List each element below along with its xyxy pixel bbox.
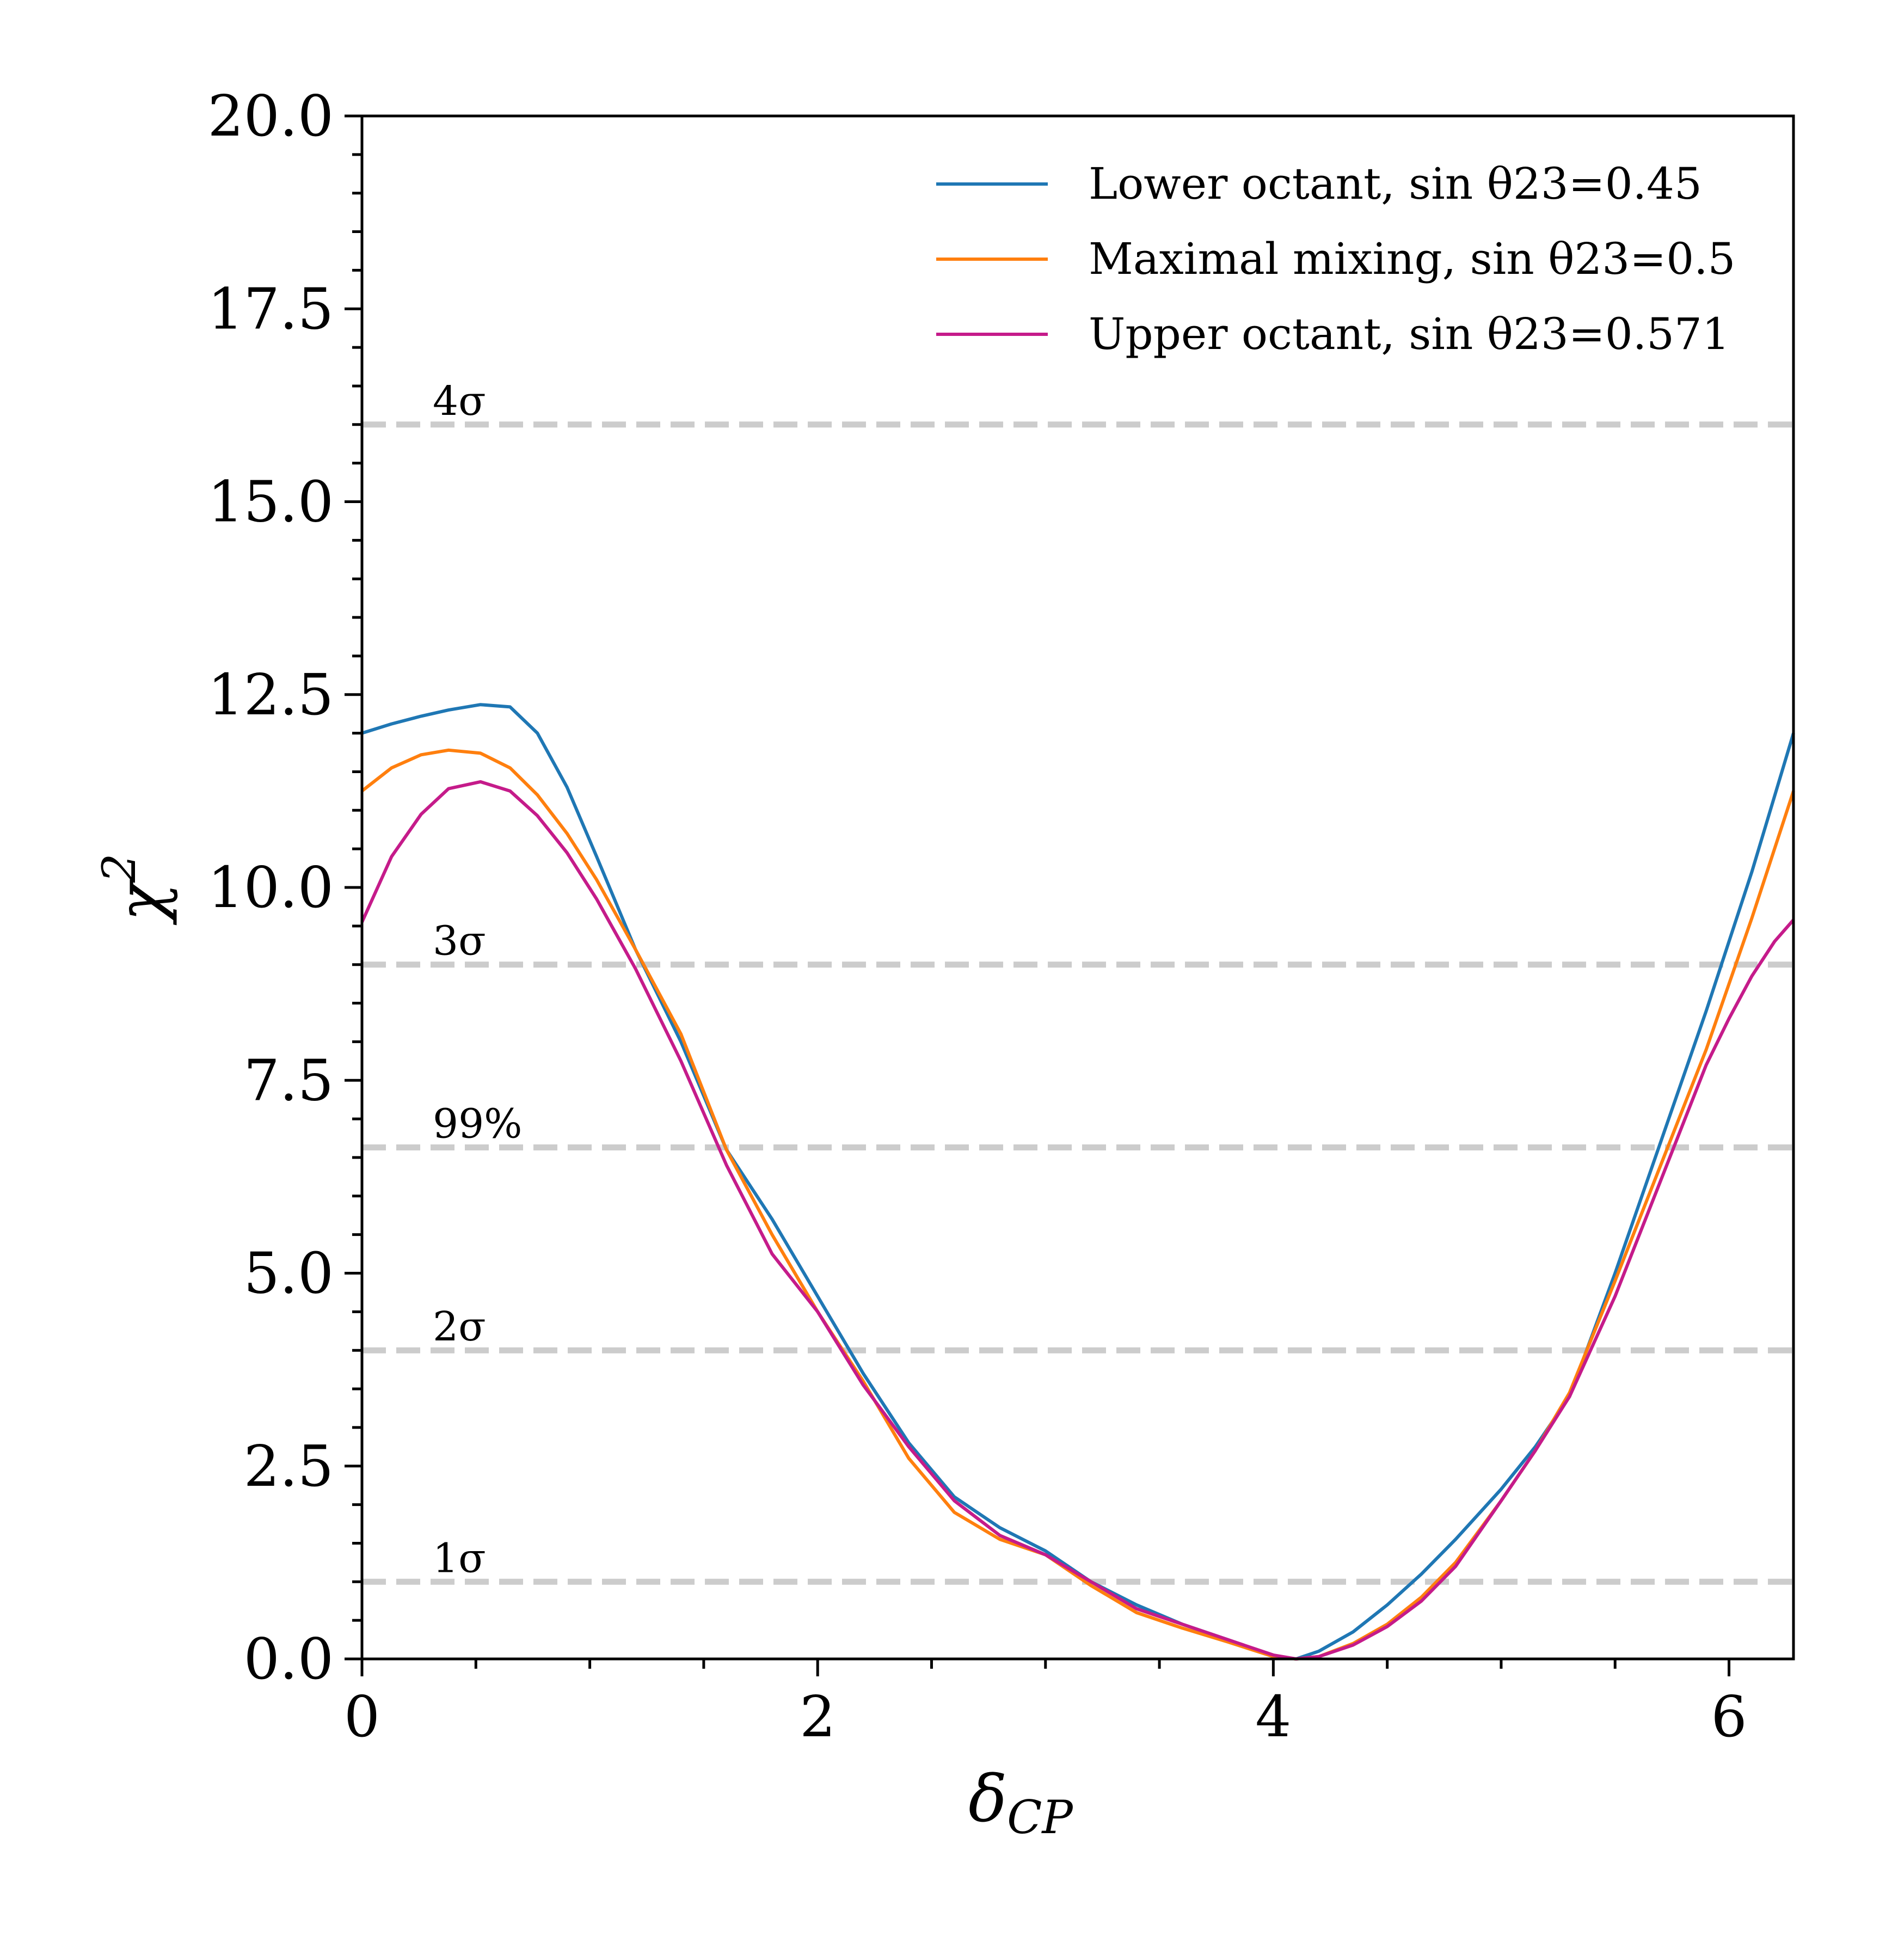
y-axis-label-superscript: 2 (93, 854, 146, 883)
ref-label-1: 2σ (433, 1303, 486, 1350)
y-tick-label: 5.0 (244, 1240, 334, 1307)
ref-label-4: 4σ (433, 378, 486, 425)
x-tick-label: 4 (1255, 1683, 1291, 1750)
x-tick-label: 0 (344, 1683, 380, 1750)
ref-label-2: 99% (433, 1101, 522, 1148)
x-axis-label-subscript: CP (1007, 1791, 1073, 1844)
series-line-0 (361, 703, 1795, 1661)
y-tick-label: 10.0 (207, 854, 334, 921)
x-axis-ticks: 0 2 4 6 (344, 1659, 1747, 1750)
y-tick-label: 12.5 (207, 661, 334, 728)
x-tick-label: 2 (800, 1683, 836, 1750)
y-tick-label: 2.5 (244, 1433, 334, 1499)
series-line-2 (360, 780, 1795, 1661)
reference-lines (362, 421, 1793, 1585)
legend: Lower octant, sin θ23=0.45 Maximal mixing… (936, 158, 1735, 359)
reference-labels: 1σ 2σ 99% 3σ 4σ (433, 378, 522, 1582)
y-tick-label: 17.5 (207, 275, 334, 342)
y-axis-ticks: 0.0 2.5 5.0 7.5 10.0 12.5 15.0 17.5 20.0 (207, 83, 362, 1692)
y-axis-label: χ2 (93, 854, 179, 926)
ref-label-0: 1σ (433, 1535, 486, 1582)
series-line-1 (361, 748, 1795, 1661)
ref-label-3: 3σ (433, 918, 486, 965)
x-axis-label: δCP (968, 1761, 1073, 1844)
legend-label-0: Lower octant, sin θ23=0.45 (1089, 158, 1702, 209)
y-tick-label: 7.5 (244, 1047, 334, 1113)
legend-label-1: Maximal mixing, sin θ23=0.5 (1089, 234, 1735, 284)
plot-area-frame (360, 114, 1795, 1661)
x-tick-label: 6 (1711, 1683, 1747, 1750)
legend-label-2: Upper octant, sin θ23=0.571 (1089, 309, 1730, 359)
data-series (360, 703, 1795, 1661)
y-tick-label: 15.0 (207, 469, 334, 535)
y-tick-label: 20.0 (207, 83, 334, 149)
y-tick-label: 0.0 (244, 1626, 334, 1692)
